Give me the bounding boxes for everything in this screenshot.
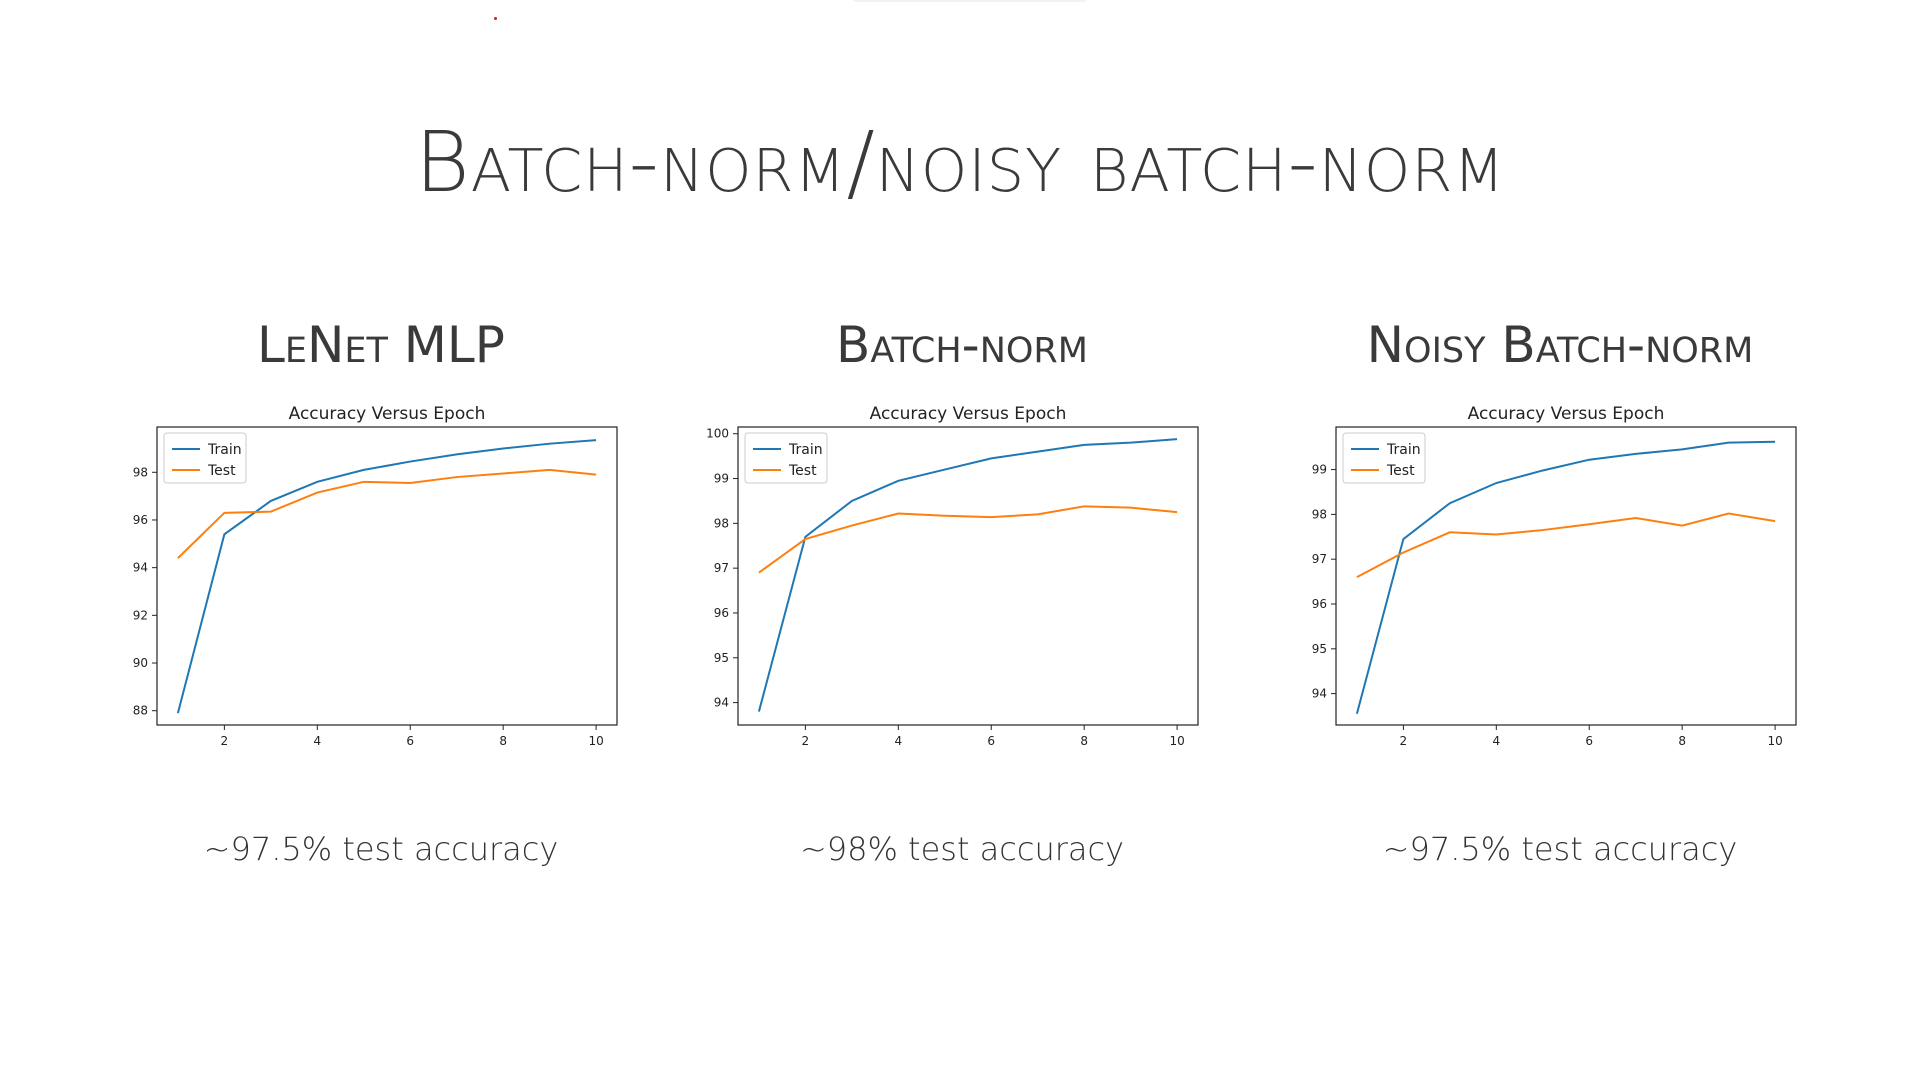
panel-heading: LeNet MLP xyxy=(257,316,505,374)
y-tick-label: 97 xyxy=(714,561,729,575)
chart-container: Accuracy Versus Epoch 94 95 96 97 98 99 2 4 6 8 10 T… xyxy=(1312,401,1800,781)
accuracy-chart-batch-norm: Accuracy Versus Epoch 94 95 96 97 98 99 100 2 4 6 8… xyxy=(706,404,1199,748)
y-tick-label: 92 xyxy=(133,608,148,622)
chart-title: Accuracy Versus Epoch xyxy=(1468,404,1665,424)
x-tick-label: 2 xyxy=(221,734,229,748)
y-tick-label: 94 xyxy=(714,696,729,710)
series-line-train xyxy=(1355,440,1776,715)
y-tick-label: 99 xyxy=(714,472,729,486)
y-tick-label: 100 xyxy=(706,427,729,441)
panel-batch-norm: Batch-norm Accuracy Versus Epoch 94 95 96 97… xyxy=(706,316,1202,781)
x-tick-label: 10 xyxy=(1767,734,1782,748)
chart-container: Accuracy Versus Epoch 94 95 96 97 98 99 100 2 4 6 8… xyxy=(706,401,1202,781)
y-tick-label: 97 xyxy=(1312,552,1327,566)
plot-frame xyxy=(1335,426,1797,726)
x-tick-label: 8 xyxy=(1678,734,1686,748)
chart-title: Accuracy Versus Epoch xyxy=(870,404,1067,424)
series-line-train xyxy=(757,438,1178,712)
x-tick-label: 2 xyxy=(802,734,810,748)
cursor-dot xyxy=(494,17,497,20)
y-tick-label: 99 xyxy=(1312,463,1327,477)
top-tab-decoration xyxy=(850,0,1090,2)
legend-label-train: Train xyxy=(1386,442,1421,458)
chart-container: Accuracy Versus Epoch 88 90 92 94 96 98 2 4 6 8 10 T… xyxy=(133,401,621,781)
y-tick-label: 98 xyxy=(714,516,729,530)
x-tick-label: 4 xyxy=(894,734,902,748)
panel-heading: Batch-norm xyxy=(836,316,1088,374)
slide-title: Batch-norm/noisy batch-norm xyxy=(414,113,1506,211)
series-line-test xyxy=(758,505,1178,574)
y-tick-label: 96 xyxy=(1312,597,1327,611)
y-tick-label: 96 xyxy=(714,606,729,620)
x-tick-label: 8 xyxy=(1080,734,1088,748)
y-tick-label: 94 xyxy=(133,561,148,575)
x-tick-label: 4 xyxy=(1492,734,1500,748)
legend-label-test: Test xyxy=(207,463,236,479)
chart-title: Accuracy Versus Epoch xyxy=(289,404,486,424)
y-tick-label: 98 xyxy=(133,465,148,479)
y-tick-label: 95 xyxy=(714,651,729,665)
caption-batch-norm-accuracy: ~98% test accuracy xyxy=(799,830,1125,868)
legend-label-train: Train xyxy=(788,442,823,458)
x-tick-label: 10 xyxy=(1169,734,1184,748)
panel-noisy-batch-norm: Noisy Batch-norm Accuracy Versus Epoch 94… xyxy=(1312,316,1800,781)
legend-label-test: Test xyxy=(1386,463,1415,479)
y-tick-label: 98 xyxy=(1312,507,1327,521)
y-tick-label: 90 xyxy=(133,656,148,670)
y-tick-label: 96 xyxy=(133,513,148,527)
x-tick-label: 2 xyxy=(1400,734,1408,748)
x-tick-label: 6 xyxy=(1585,734,1593,748)
plot-frame xyxy=(737,426,1199,726)
y-tick-label: 94 xyxy=(1312,687,1327,701)
caption-noisy-batch-norm-accuracy: ~97.5% test accuracy xyxy=(1382,830,1738,868)
caption-lenet-accuracy: ~97.5% test accuracy xyxy=(203,830,559,868)
x-tick-label: 6 xyxy=(406,734,414,748)
accuracy-chart-lenet: Accuracy Versus Epoch 88 90 92 94 96 98 2 4 6 8 10 T… xyxy=(133,404,618,748)
plot-frame xyxy=(156,426,618,726)
legend-label-train: Train xyxy=(207,442,242,458)
panel-heading: Noisy Batch-norm xyxy=(1366,316,1754,374)
accuracy-chart-noisy-batch-norm: Accuracy Versus Epoch 94 95 96 97 98 99 2 4 6 8 10 T… xyxy=(1312,404,1797,748)
series-line-test xyxy=(1356,512,1776,579)
y-tick-label: 88 xyxy=(133,704,148,718)
y-tick-label: 95 xyxy=(1312,642,1327,656)
x-tick-label: 4 xyxy=(313,734,321,748)
x-tick-label: 6 xyxy=(987,734,995,748)
series-line-test xyxy=(177,468,597,559)
x-tick-label: 8 xyxy=(499,734,507,748)
panel-lenet-mlp: LeNet MLP Accuracy Versus Epoch 88 90 92 94 9… xyxy=(133,316,621,781)
legend-label-test: Test xyxy=(788,463,817,479)
series-line-train xyxy=(176,439,597,714)
x-tick-label: 10 xyxy=(588,734,603,748)
